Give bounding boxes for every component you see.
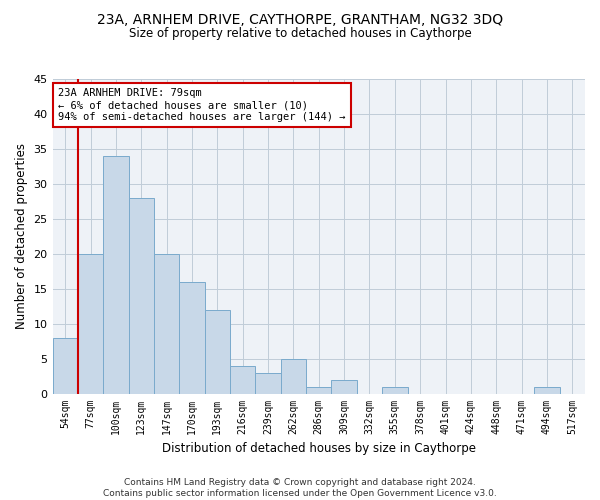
Bar (78, 254, 103, 394)
Bar (534, 386, 560, 394)
Bar (230, 366, 256, 394)
Bar (281, 358, 306, 394)
Bar (128, 198, 154, 394)
Text: Contains HM Land Registry data © Crown copyright and database right 2024.
Contai: Contains HM Land Registry data © Crown c… (103, 478, 497, 498)
Text: Size of property relative to detached houses in Caythorpe: Size of property relative to detached ho… (128, 28, 472, 40)
Text: 23A ARNHEM DRIVE: 79sqm
← 6% of detached houses are smaller (10)
94% of semi-det: 23A ARNHEM DRIVE: 79sqm ← 6% of detached… (58, 88, 346, 122)
Bar (103, 156, 128, 394)
Bar (154, 254, 179, 394)
Bar (53, 338, 78, 394)
Bar (179, 282, 205, 394)
X-axis label: Distribution of detached houses by size in Caythorpe: Distribution of detached houses by size … (162, 442, 476, 455)
Y-axis label: Number of detached properties: Number of detached properties (15, 144, 28, 330)
Bar (306, 386, 331, 394)
Bar (205, 310, 230, 394)
Bar (256, 372, 281, 394)
Bar (331, 380, 357, 394)
Text: 23A, ARNHEM DRIVE, CAYTHORPE, GRANTHAM, NG32 3DQ: 23A, ARNHEM DRIVE, CAYTHORPE, GRANTHAM, … (97, 12, 503, 26)
Bar (382, 386, 407, 394)
